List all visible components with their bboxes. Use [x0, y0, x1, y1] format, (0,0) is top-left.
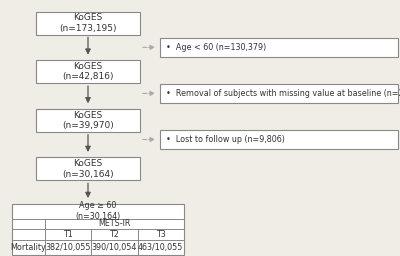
- Text: Age ≥ 60
(n=30,164): Age ≥ 60 (n=30,164): [75, 201, 121, 221]
- Text: 382/10,055: 382/10,055: [45, 243, 91, 252]
- FancyBboxPatch shape: [160, 84, 398, 103]
- Text: •  Lost to follow up (n=9,806): • Lost to follow up (n=9,806): [166, 135, 285, 144]
- Text: •  Age < 60 (n=130,379): • Age < 60 (n=130,379): [166, 43, 266, 52]
- FancyBboxPatch shape: [160, 130, 398, 149]
- Text: METS-IR: METS-IR: [98, 219, 130, 229]
- FancyBboxPatch shape: [36, 12, 140, 35]
- Text: T1: T1: [63, 230, 73, 239]
- FancyBboxPatch shape: [12, 204, 184, 255]
- FancyBboxPatch shape: [36, 60, 140, 83]
- Text: KoGES
(n=39,970): KoGES (n=39,970): [62, 111, 114, 130]
- Text: T3: T3: [156, 230, 166, 239]
- Text: Mortality: Mortality: [10, 243, 46, 252]
- Text: KoGES
(n=173,195): KoGES (n=173,195): [59, 13, 117, 33]
- Text: 463/10,055: 463/10,055: [138, 243, 184, 252]
- Text: T2: T2: [110, 230, 119, 239]
- Text: •  Removal of subjects with missing value at baseline (n=2,846): • Removal of subjects with missing value…: [166, 89, 400, 98]
- Text: KoGES
(n=30,164): KoGES (n=30,164): [62, 159, 114, 179]
- FancyBboxPatch shape: [36, 157, 140, 180]
- Text: KoGES
(n=42,816): KoGES (n=42,816): [62, 62, 114, 81]
- FancyBboxPatch shape: [36, 109, 140, 132]
- FancyBboxPatch shape: [160, 38, 398, 57]
- Text: 390/10,054: 390/10,054: [92, 243, 137, 252]
